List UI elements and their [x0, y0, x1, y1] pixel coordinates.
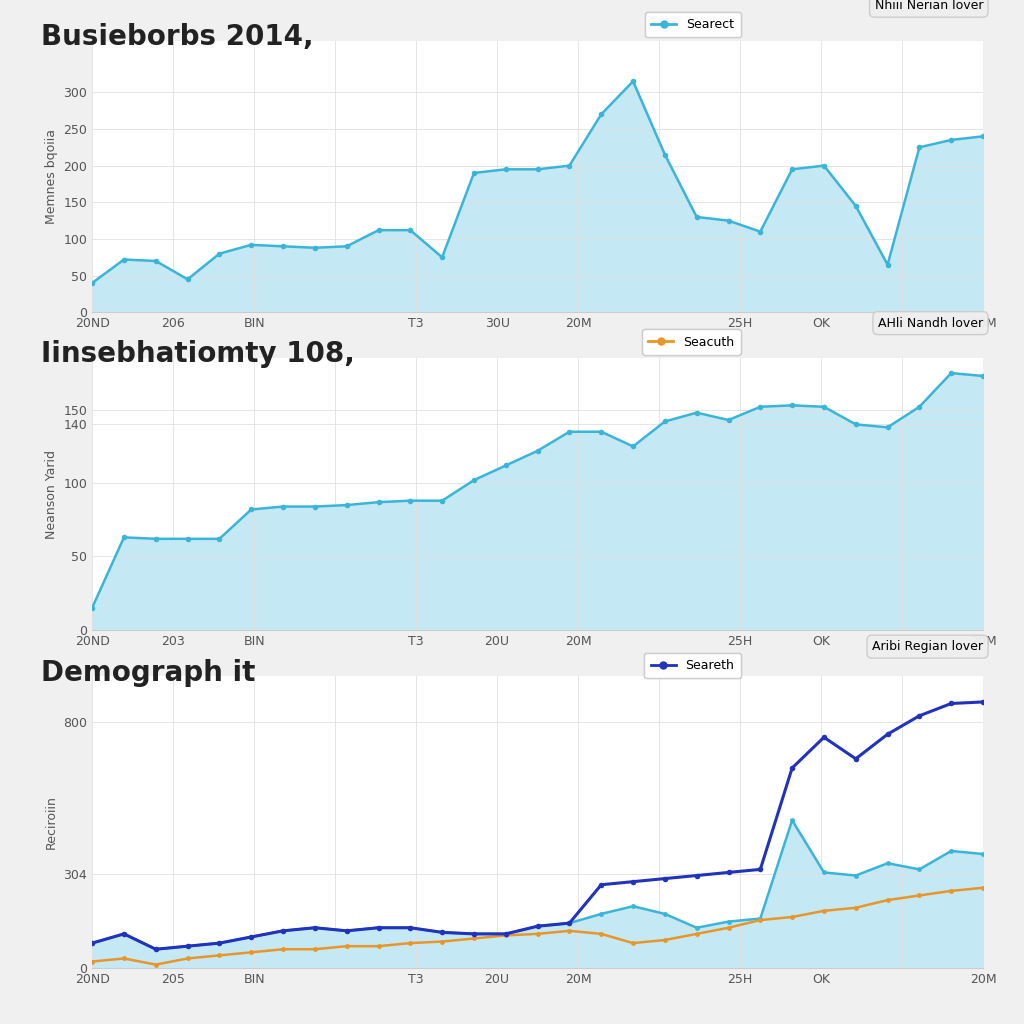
Y-axis label: Memnes bqoiia: Memnes bqoiia	[45, 129, 58, 224]
Text: Iinsebhatiomty 108,: Iinsebhatiomty 108,	[41, 340, 355, 368]
Text: Nhiii Nerian lover: Nhiii Nerian lover	[874, 0, 983, 12]
Text: Demograph it: Demograph it	[41, 659, 255, 687]
Y-axis label: Neanson Yarid: Neanson Yarid	[45, 450, 58, 539]
Text: Busieborbs 2014,: Busieborbs 2014,	[41, 23, 313, 50]
Legend: Seareth: Seareth	[644, 653, 740, 679]
Text: Aribi Regian lover: Aribi Regian lover	[872, 640, 983, 653]
Text: AHli Nandh lover: AHli Nandh lover	[878, 316, 983, 330]
Legend: Seacuth: Seacuth	[642, 330, 740, 355]
Y-axis label: Reciroiin: Reciroiin	[45, 795, 57, 849]
Legend: Searect: Searect	[645, 12, 740, 38]
